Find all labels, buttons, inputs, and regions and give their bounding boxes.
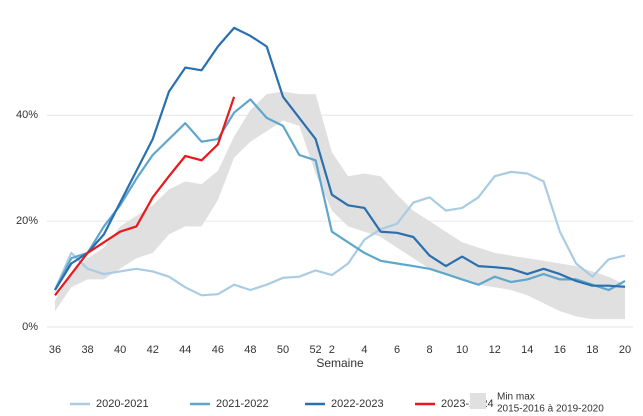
x-tick-label: 20: [619, 344, 631, 356]
x-tick-label: 4: [361, 344, 367, 356]
x-tick-label: 10: [456, 344, 468, 356]
range-band: [55, 91, 625, 320]
y-tick-label: 20%: [16, 215, 38, 227]
series-line: [54, 96, 236, 296]
x-tick-label: 52: [309, 344, 321, 356]
x-tick-label: 44: [179, 344, 191, 356]
x-tick-label: 46: [212, 344, 224, 356]
x-tick-label: 50: [277, 344, 289, 356]
x-tick-label: 38: [81, 344, 93, 356]
series-line: [54, 26, 626, 291]
x-tick-label: 16: [554, 344, 566, 356]
x-tick-label: 12: [489, 344, 501, 356]
series-line: [53, 170, 626, 297]
x-tick-label: 8: [427, 344, 433, 356]
x-tick-label: 42: [147, 344, 159, 356]
legend-label: 2015-2016 à 2019-2020: [497, 404, 604, 415]
x-axis-title: Semaine: [316, 356, 364, 370]
x-tick-label: 18: [586, 344, 598, 356]
x-tick-label: 6: [394, 344, 400, 356]
legend-label: Min max: [497, 392, 535, 403]
legend-label: 2021-2022: [216, 398, 269, 410]
series-line: [54, 98, 626, 292]
x-tick-label: 36: [49, 344, 61, 356]
legend-label: 2022-2023: [331, 398, 384, 410]
x-tick-label: 48: [244, 344, 256, 356]
x-tick-label: 2: [329, 344, 335, 356]
x-tick-label: 14: [521, 344, 533, 356]
legend-label: 2020-2021: [96, 398, 149, 410]
y-tick-label: 0%: [22, 321, 38, 333]
y-tick-label: 40%: [16, 109, 38, 121]
x-tick-label: 40: [114, 344, 126, 356]
legend-swatch: [470, 393, 486, 409]
